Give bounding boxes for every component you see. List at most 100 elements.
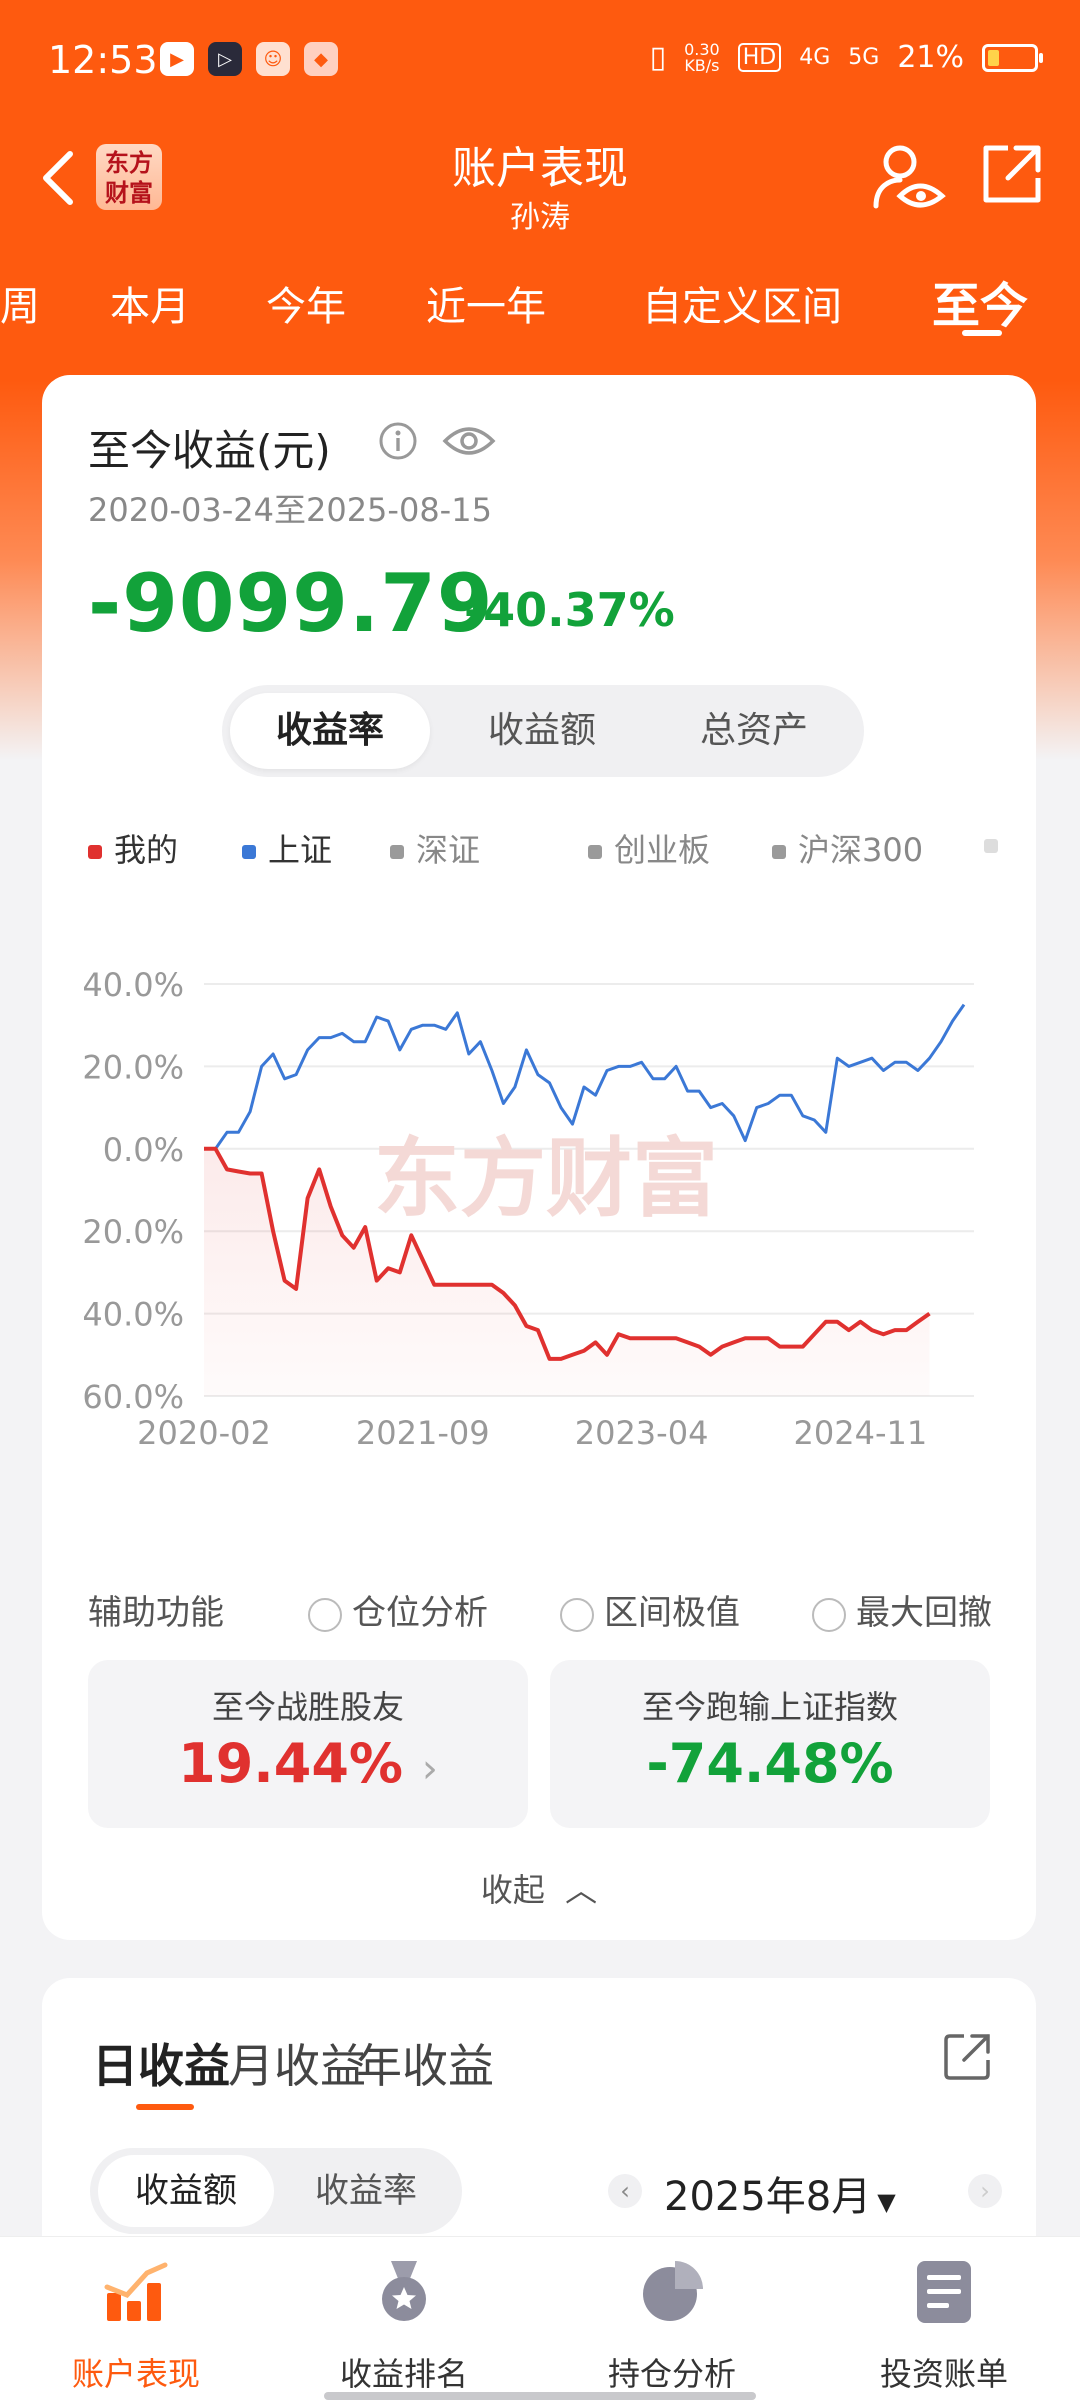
legend-shanghai[interactable]: 上证 [242,825,332,871]
hd-icon: HD [737,43,782,72]
video-app-icon: ▶ [160,42,194,76]
aux-position-analysis[interactable]: 仓位分析 [308,1585,488,1634]
mode-rate[interactable]: 收益率 [315,2171,417,2211]
nav-account-performance[interactable]: 账户表现 [36,2257,236,2395]
bottom-nav: 账户表现 收益排名 持仓分析 投资账单 [0,2236,1080,2408]
performance-card: 至今收益(元) 2020-03-24至2025-08-15 -9099.79 -… [42,375,1036,1940]
app-header: 东方财富 账户表现 孙涛 [0,120,1080,270]
aux-max-drawdown[interactable]: 最大回撤 [812,1585,992,1634]
radio-icon [812,1597,846,1632]
brand-logo: 东方财富 [96,144,162,210]
gift-app-icon: ◆ [304,42,338,76]
legend-chinext[interactable]: 创业板 [588,825,710,871]
mode-amount[interactable]: 收益额 [98,2155,274,2227]
status-bar: 12:53 ▶ ▷ ☺ ◆ ▯ 0.30 KB/s HD 4G 5G 21% [0,0,1080,120]
chart-mode-switch: 收益率 收益额 总资产 [222,685,864,777]
tab-custom-range[interactable]: 自定义区间 [642,284,842,330]
beat-peers-label: 至今战胜股友 [211,1688,404,1726]
mode-return-amount[interactable]: 收益额 [487,710,596,751]
chart-watermark: 东方财富 [374,1129,718,1229]
daily-mode-switch: 收益额 收益率 [90,2148,462,2234]
y-tick-label: -60.0% [84,1378,184,1416]
next-month-icon[interactable]: › [968,2174,1002,2208]
beat-peers-card[interactable]: 至今战胜股友 19.44% › [88,1660,528,1828]
y-tick-label: -40.0% [84,1296,184,1334]
net-speed: 0.30 KB/s [684,39,720,75]
vibrate-icon: ▯ [649,40,667,75]
tab-this-month[interactable]: 本月 [110,284,190,330]
tab-monthly-returns[interactable]: 月收益 [228,2039,366,2093]
status-right: ▯ 0.30 KB/s HD 4G 5G 21% [649,39,1043,75]
legend-csi300[interactable]: 沪深300 [772,825,923,871]
status-time: 12:53 [48,38,158,82]
series-area-mine [204,1148,930,1396]
legend-shenzhen[interactable]: 深证 [390,825,480,871]
y-tick-label: -20.0% [84,1213,184,1251]
radio-icon [560,1597,594,1632]
battery-icon [982,43,1043,72]
performance-chart-icon [104,2262,168,2321]
legend-more[interactable] [984,825,1010,863]
caret-down-icon: ▼ [877,2188,896,2216]
period-tabs: 周 本月 今年 近一年 自定义区间 至今 [0,264,1080,344]
aux-label: 辅助功能 [88,1593,224,1633]
vs-index-card: 至今跑输上证指数 -74.48% [550,1660,990,1828]
vs-index-label: 至今跑输上证指数 [641,1688,898,1726]
profit-amount: -9099.79 [88,557,494,650]
nav-holding-analysis[interactable]: 持仓分析 [572,2257,772,2395]
game-app-icon: ☺ [256,42,290,76]
collapse-button[interactable]: 收起 ︿ [42,1865,1036,1911]
aux-range-extreme[interactable]: 区间极值 [560,1585,740,1634]
nav-investment-bill[interactable]: 投资账单 [844,2257,1044,2395]
tab-last-year[interactable]: 近一年 [426,284,546,330]
x-tick-label: 2020-02 [137,1414,271,1452]
month-picker: ‹ 2025年8月 ▼ › [608,2148,1008,2234]
pie-chart-icon [643,2261,703,2321]
chevron-up-icon: ︿ [565,1871,598,1909]
medal-icon [382,2261,426,2321]
return-chart: 东方财富 40.0% 20.0% 0.0% -20.0% -40.0% -60.0% 20… [84,966,974,1452]
tab-to-date[interactable]: 至今 [932,278,1029,334]
month-selector[interactable]: 2025年8月 ▼ [664,2174,896,2220]
prev-month-icon[interactable]: ‹ [608,2174,642,2208]
active-tab-indicator [962,330,1002,336]
signal-4g-icon: 4G [799,45,831,70]
vs-index-value: -74.48% [646,1732,894,1795]
eye-icon[interactable] [442,419,496,463]
status-app-icons: ▶ ▷ ☺ ◆ [160,42,338,76]
mode-return-rate[interactable]: 收益率 [230,693,430,769]
y-tick-label: 20.0% [84,1048,184,1086]
tab-this-year[interactable]: 今年 [266,284,346,330]
info-icon[interactable] [378,421,418,461]
back-arrow-icon[interactable] [36,148,80,208]
account-name: 孙涛 [510,200,570,235]
beat-peers-value: 19.44% › [178,1732,438,1795]
signal-5g-icon: 5G [848,45,880,70]
x-tick-label: 2024-11 [794,1414,928,1452]
mode-total-assets[interactable]: 总资产 [699,710,808,751]
tab-daily-returns[interactable]: 日收益 [92,2039,230,2093]
bill-icon [917,2261,971,2323]
user-privacy-icon[interactable] [870,140,946,216]
series-line-mine [204,1146,931,1361]
active-tab-indicator [136,2104,194,2110]
chevron-right-icon: › [421,1746,438,1792]
legend-mine[interactable]: 我的 [88,825,178,871]
x-tick-label: 2023-04 [575,1414,709,1452]
date-range: 2020-03-24至2025-08-15 [88,491,492,529]
x-tick-label: 2021-09 [356,1414,490,1452]
player-app-icon: ▷ [208,42,242,76]
nav-return-ranking[interactable]: 收益排名 [304,2257,504,2395]
series-line-shanghai [204,1003,966,1151]
home-indicator [324,2392,756,2400]
profit-title: 至今收益(元) [88,426,331,475]
profit-percent: -40.37% [464,583,675,637]
y-tick-label: 40.0% [84,966,184,1004]
tab-yearly-returns[interactable]: 年收益 [356,2039,494,2093]
tab-week[interactable]: 周 [0,284,40,330]
page-title: 账户表现 [452,143,628,194]
radio-icon [308,1597,342,1632]
share-icon[interactable] [980,142,1044,206]
share-icon[interactable] [942,2030,994,2082]
y-tick-label: 0.0% [103,1131,184,1169]
